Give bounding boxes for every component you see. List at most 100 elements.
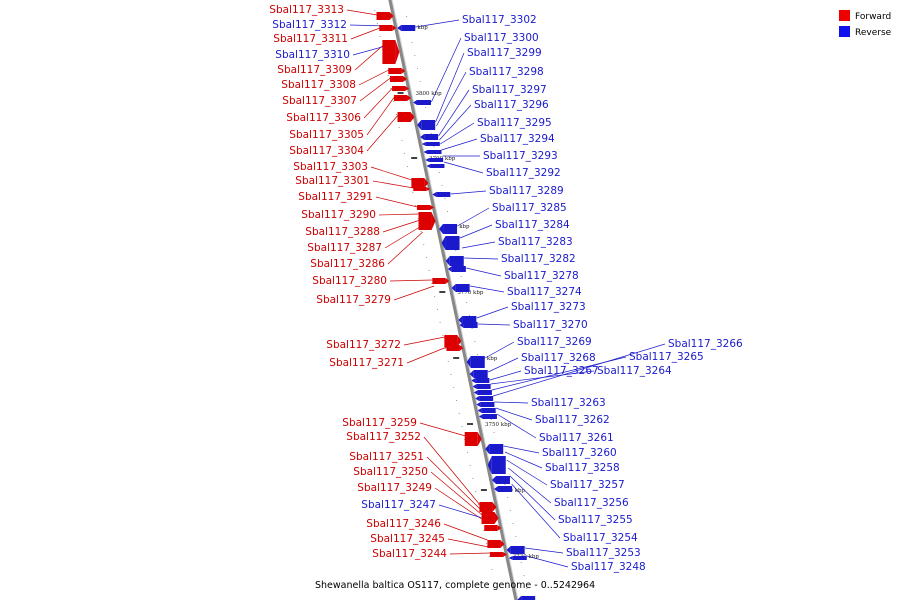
gene-label[interactable]: Sbal117_3307 — [282, 95, 357, 107]
gene-label[interactable]: Sbal117_3267 — [524, 365, 599, 377]
reverse-gene-feature — [462, 316, 477, 324]
minor-dot — [447, 211, 449, 212]
gene-label[interactable]: Sbal117_3257 — [550, 479, 625, 491]
gene-label[interactable]: Sbal117_3304 — [289, 145, 364, 157]
gene-label[interactable]: Sbal117_3278 — [504, 270, 579, 282]
reverse-gene-feature — [498, 486, 513, 492]
gene-label[interactable]: Sbal117_3302 — [462, 14, 537, 26]
minor-dot — [475, 491, 477, 492]
gene-label[interactable]: Sbal117_3251 — [349, 451, 424, 463]
gene-label[interactable]: Sbal117_3303 — [293, 161, 368, 173]
minor-dot — [425, 257, 427, 258]
gene-label[interactable]: Sbal117_3287 — [307, 242, 382, 254]
leader-line — [419, 422, 466, 437]
reverse-gene-feature — [476, 384, 491, 389]
gene-label[interactable]: Sbal117_3299 — [467, 47, 542, 59]
gene-label[interactable]: Sbal117_3282 — [501, 253, 576, 265]
backbone-line — [388, 0, 518, 600]
gene-label[interactable]: Sbal117_3309 — [277, 64, 352, 76]
gene-label[interactable]: Sbal117_3284 — [495, 219, 570, 231]
minor-dot — [404, 153, 406, 154]
gene-label[interactable]: Sbal117_3244 — [372, 548, 447, 560]
minor-dot — [438, 172, 440, 173]
gene-label[interactable]: Sbal117_3296 — [474, 99, 549, 111]
leader-line — [506, 459, 548, 486]
gene-label[interactable]: Sbal117_3300 — [464, 32, 539, 44]
gene-label[interactable]: Sbal117_3259 — [342, 417, 417, 429]
gene-label[interactable]: Sbal117_3274 — [507, 286, 582, 298]
leader-line — [443, 523, 488, 541]
leader-line — [415, 19, 460, 28]
gene-label[interactable]: Sbal117_3297 — [472, 84, 547, 96]
gene-label[interactable]: Sbal117_3256 — [554, 497, 629, 509]
gene-label[interactable]: Sbal117_3308 — [281, 79, 356, 91]
gene-label[interactable]: Sbal117_3298 — [469, 66, 544, 78]
gene-label[interactable]: Sbal117_3310 — [275, 49, 350, 61]
gene-label[interactable]: Sbal117_3268 — [521, 352, 596, 364]
minor-dot — [515, 536, 517, 537]
reverse-gene-arrow — [466, 356, 471, 368]
forward-gene-feature — [411, 178, 425, 188]
gene-label[interactable]: Sbal117_3261 — [539, 432, 614, 444]
reverse-gene-arrow — [413, 100, 417, 105]
gene-label[interactable]: Sbal117_3280 — [312, 275, 387, 287]
forward-gene-arrow — [445, 278, 450, 284]
gene-label[interactable]: Sbal117_3295 — [477, 117, 552, 129]
gene-label[interactable]: Sbal117_3249 — [357, 482, 432, 494]
gene-label[interactable]: Sbal117_3286 — [310, 258, 385, 270]
gene-label[interactable]: Sbal117_3245 — [370, 533, 445, 545]
minor-dot — [466, 302, 468, 303]
gene-label[interactable]: Sbal117_3293 — [483, 150, 558, 162]
gene-label[interactable]: Sbal117_3265 — [629, 351, 704, 363]
minor-dot — [464, 439, 466, 440]
leader-line — [350, 27, 381, 40]
gene-label[interactable]: Sbal117_3247 — [361, 499, 436, 511]
gene-label[interactable]: Sbal117_3312 — [272, 19, 347, 31]
gene-label[interactable]: Sbal117_3291 — [298, 191, 373, 203]
tick-label: 3770 kbp — [457, 290, 484, 296]
gene-label[interactable]: Sbal117_3269 — [517, 336, 592, 348]
gene-label[interactable]: Sbal117_3283 — [498, 236, 573, 248]
gene-label[interactable]: Sbal117_3279 — [316, 294, 391, 306]
gene-label[interactable]: Sbal117_3305 — [289, 129, 364, 141]
gene-label[interactable]: Sbal117_3248 — [571, 561, 646, 573]
gene-label[interactable]: Sbal117_3263 — [531, 397, 606, 409]
gene-label[interactable]: Sbal117_3288 — [305, 226, 380, 238]
leader-line — [525, 547, 564, 554]
gene-label[interactable]: Sbal117_3258 — [545, 462, 620, 474]
gene-label[interactable]: Sbal117_3266 — [668, 338, 743, 350]
gene-label[interactable]: Sbal117_3246 — [366, 518, 441, 530]
gene-label[interactable]: Sbal117_3272 — [326, 339, 401, 351]
leader-line — [346, 9, 378, 16]
gene-label[interactable]: Sbal117_3271 — [329, 357, 404, 369]
gene-label[interactable]: Sbal117_3313 — [269, 4, 344, 16]
minor-dot — [458, 413, 460, 414]
gene-label[interactable]: Sbal117_3273 — [511, 301, 586, 313]
gene-label[interactable]: Sbal117_3254 — [563, 532, 638, 544]
gene-label[interactable]: Sbal117_3260 — [542, 447, 617, 459]
reverse-gene-arrow — [517, 596, 522, 600]
reverse-gene-arrow — [420, 134, 425, 140]
gene-label[interactable]: Sbal117_3306 — [286, 112, 361, 124]
reverse-gene-arrow — [475, 396, 480, 401]
gene-label[interactable]: Sbal117_3264 — [597, 365, 672, 377]
minor-dot — [469, 465, 471, 466]
forward-gene-arrow — [430, 205, 435, 210]
minor-dot — [450, 374, 452, 375]
gene-label[interactable]: Sbal117_3252 — [346, 431, 421, 443]
gene-label[interactable]: Sbal117_3294 — [480, 133, 555, 145]
gene-label[interactable]: Sbal117_3262 — [535, 414, 610, 426]
forward-gene-feature — [393, 95, 407, 101]
gene-label[interactable]: Sbal117_3301 — [295, 175, 370, 187]
gene-label[interactable]: Sbal117_3270 — [513, 319, 588, 331]
gene-label[interactable]: Sbal117_3311 — [273, 33, 348, 45]
gene-label[interactable]: Sbal117_3250 — [353, 466, 428, 478]
reverse-gene-feature — [480, 402, 495, 407]
gene-label[interactable]: Sbal117_3255 — [558, 514, 633, 526]
gene-label[interactable]: Sbal117_3289 — [489, 185, 564, 197]
gene-label[interactable]: Sbal117_3292 — [486, 167, 561, 179]
leader-line — [384, 225, 422, 249]
gene-label[interactable]: Sbal117_3253 — [566, 547, 641, 559]
gene-label[interactable]: Sbal117_3290 — [301, 209, 376, 221]
gene-label[interactable]: Sbal117_3285 — [492, 202, 567, 214]
